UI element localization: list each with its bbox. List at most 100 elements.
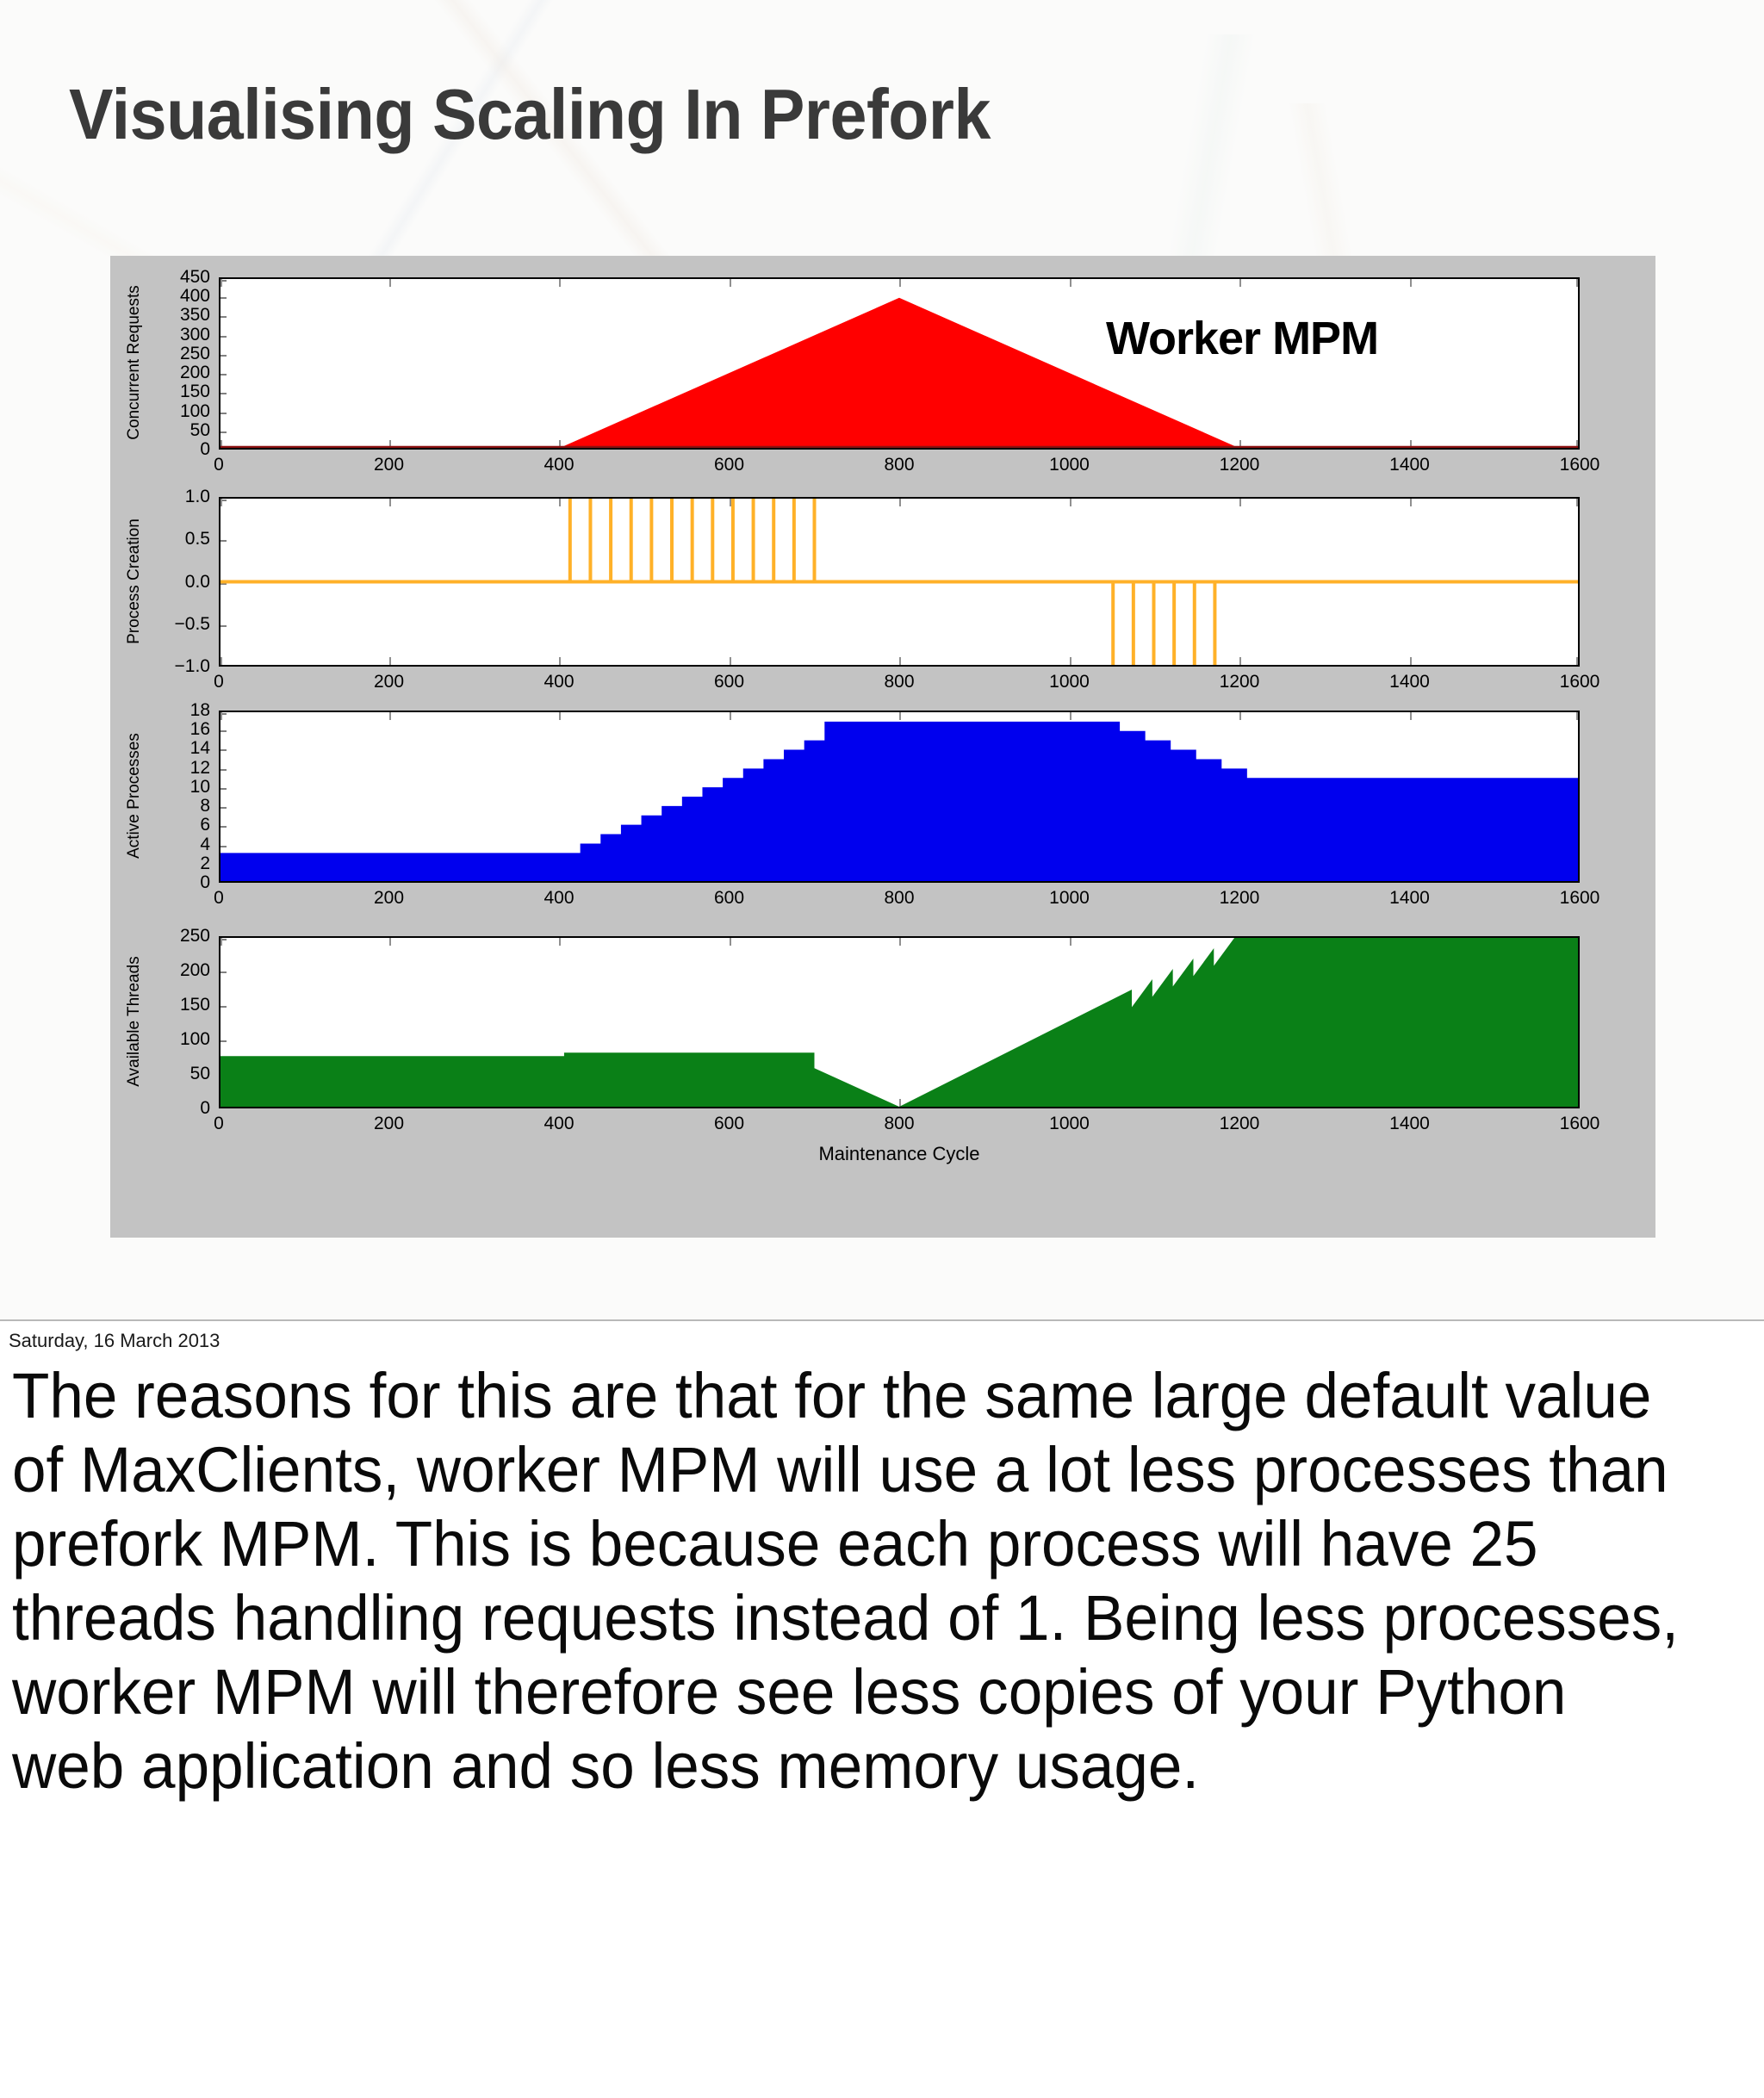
x-tick-label: 1400 <box>1389 888 1430 908</box>
series-graphics <box>220 499 1578 665</box>
x-tick-mark <box>220 499 222 506</box>
x-tick-label: 1400 <box>1389 1114 1430 1133</box>
y-tick-label: 450 <box>179 267 210 287</box>
y-tick-label: 6 <box>200 815 210 835</box>
matplotlib-figure: Concurrent Requests 0 50 100 150 200 250 300 350… <box>110 256 1655 1238</box>
x-tick-mark <box>1239 712 1241 720</box>
x-tick-mark <box>1576 440 1578 448</box>
x-tick-label: 0 <box>214 1114 224 1133</box>
y-tick-label: 16 <box>189 719 210 740</box>
y-tick-label: 0.0 <box>184 571 210 592</box>
y-tick-label: 50 <box>189 1064 210 1083</box>
x-tick-mark <box>220 938 222 946</box>
y-tick-label: 150 <box>179 995 210 1015</box>
plot-area-2 <box>219 711 1580 883</box>
y-tick-label: 8 <box>200 796 210 816</box>
x-tick-label: 1200 <box>1219 455 1260 475</box>
y-tick-mark <box>220 768 227 771</box>
x-tick-label: 1600 <box>1559 672 1600 692</box>
x-tick-mark <box>729 499 731 506</box>
x-tick-mark <box>1576 279 1578 287</box>
worker-mpm-annotation: Worker MPM <box>1106 313 1379 364</box>
x-tick-mark <box>1069 712 1071 720</box>
y-tick-mark <box>220 449 227 450</box>
y-tick-mark <box>220 787 227 790</box>
x-tick-label: 1200 <box>1219 672 1260 692</box>
x-tick-label: 800 <box>884 888 915 908</box>
y-tick-mark <box>220 1040 227 1042</box>
x-tick-mark <box>899 938 901 946</box>
x-tick-mark <box>1409 440 1412 448</box>
x-tick-mark <box>1239 499 1241 506</box>
x-tick-label: 1600 <box>1559 888 1600 908</box>
y-tick-mark <box>220 297 227 300</box>
x-tick-mark <box>388 712 391 720</box>
x-tick-label: 400 <box>543 888 575 908</box>
series-graphics <box>220 721 1578 881</box>
y-tick-mark <box>220 431 227 433</box>
y-tick-label: 4 <box>200 834 210 854</box>
x-tick-mark <box>220 657 222 665</box>
x-tick-label: 600 <box>713 672 745 692</box>
x-tick-mark <box>388 938 391 946</box>
x-tick-label: 1000 <box>1049 1114 1090 1133</box>
y-tick-mark <box>220 730 227 733</box>
x-tick-mark <box>1069 657 1071 665</box>
x-tick-mark <box>1069 499 1071 506</box>
x-tick-mark <box>1576 712 1578 720</box>
x-tick-mark <box>559 938 561 946</box>
x-tick-mark <box>388 440 391 448</box>
slide-canvas: Visualising Scaling In Prefork Concurren… <box>0 0 1764 1321</box>
y-tick-mark <box>220 939 227 940</box>
x-tick-label: 800 <box>884 455 915 475</box>
y-tick-label: 12 <box>189 757 210 778</box>
x-tick-mark <box>899 279 901 287</box>
chart-panel-2: Active Processes 0 2 4 6 8 10 12 14 16 18 0 200 400 60… <box>110 700 1655 922</box>
x-tick-mark <box>729 938 731 946</box>
y-tick-label: 150 <box>179 382 210 402</box>
y-tick-label: 0 <box>200 1098 210 1118</box>
x-tick-mark <box>1409 279 1412 287</box>
x-tick-mark <box>1069 279 1071 287</box>
y-tick-label: 0.5 <box>184 529 210 549</box>
y-tick-label: 200 <box>179 363 210 383</box>
x-tick-mark <box>729 712 731 720</box>
x-tick-label: 1600 <box>1559 455 1600 475</box>
y-tick-mark <box>220 540 227 543</box>
x-tick-label: 200 <box>373 672 405 692</box>
x-tick-label: 1000 <box>1049 888 1090 908</box>
y-tick-mark <box>220 749 227 752</box>
y-tick-mark <box>220 500 227 501</box>
y-tick-label: 0 <box>200 872 210 892</box>
series-graphics <box>220 297 1578 448</box>
y-tick-mark <box>220 354 227 357</box>
y-tick-label: 1.0 <box>184 487 210 506</box>
x-tick-label: 0 <box>214 672 224 692</box>
chart-panel-0: Concurrent Requests 0 50 100 150 200 250 300 350… <box>110 267 1655 489</box>
y-tick-mark <box>220 374 227 376</box>
x-tick-mark <box>388 499 391 506</box>
chart-panel-3: Available Threads 0 50 100 150 200 250 0 200 400 6… <box>110 926 1655 1148</box>
y-tick-label: 200 <box>179 960 210 980</box>
x-tick-mark <box>729 279 731 287</box>
x-tick-mark <box>1576 657 1578 665</box>
plot-area-3 <box>219 936 1580 1108</box>
x-tick-label: 400 <box>543 672 575 692</box>
x-tick-mark <box>1409 499 1412 506</box>
x-tick-label: 400 <box>543 1114 575 1133</box>
x-tick-label: 800 <box>884 672 915 692</box>
y-tick-mark <box>220 1006 227 1008</box>
y-tick-label: 50 <box>189 419 210 440</box>
x-tick-label: 400 <box>543 455 575 475</box>
x-tick-mark <box>729 657 731 665</box>
y-tick-mark <box>220 807 227 810</box>
x-tick-label: 0 <box>214 455 224 475</box>
y-tick-mark <box>220 882 227 883</box>
x-tick-mark <box>899 499 901 506</box>
y-tick-mark <box>220 826 227 829</box>
x-tick-mark <box>1069 938 1071 946</box>
x-tick-label: 200 <box>373 455 405 475</box>
x-tick-mark <box>1576 499 1578 506</box>
y-tick-label: 300 <box>179 324 210 344</box>
x-tick-mark <box>559 499 561 506</box>
